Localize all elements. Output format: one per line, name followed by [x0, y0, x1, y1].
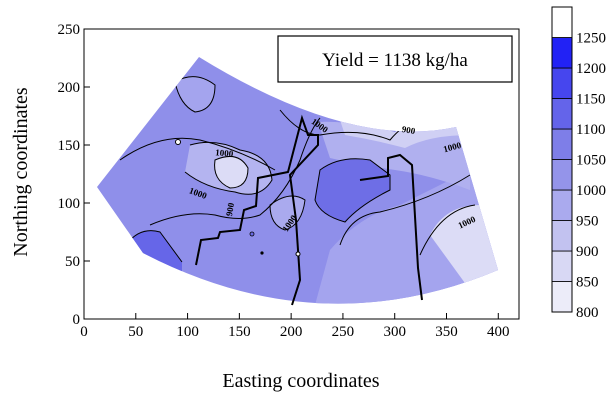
colorbar-frame: [551, 6, 573, 313]
colorbar-band-5: [551, 128, 573, 160]
y-tick-label-0: 0: [73, 312, 81, 328]
x-tick-label-4: 200: [280, 324, 303, 340]
colorbar: 800 850 900 950 1000 1050 1100 1150 1200 1250: [551, 6, 606, 321]
contour-line-1: [149, 117, 321, 226]
colorbar-label-6: 1100: [576, 122, 605, 138]
colorbar-label-2: 900: [576, 244, 599, 260]
colorbar-band-3: [551, 189, 573, 221]
sample-point-4: [249, 231, 255, 237]
contour-label-3: 1000: [442, 140, 462, 154]
x-axis-title: Easting coordinates: [222, 370, 379, 392]
colorbar-band-6: [551, 98, 573, 130]
y-tick-label-3: 150: [58, 138, 81, 154]
colorbar-label-8: 1200: [576, 61, 606, 77]
x-tick-label-5: 250: [332, 324, 355, 340]
contour-line-4: [419, 204, 476, 256]
colorbar-label-9: 1250: [576, 31, 606, 47]
colorbar-label-1: 850: [576, 275, 599, 291]
x-tick-label-2: 100: [176, 324, 199, 340]
x-tick-label-1: 50: [128, 324, 143, 340]
colorbar-band-9: [551, 6, 573, 38]
region-upper-left: [175, 76, 215, 112]
contour-label-2: 900: [401, 124, 417, 136]
colorbar-label-5: 1050: [576, 153, 606, 169]
contour-line-2: [119, 137, 276, 171]
colorbar-label-0: 800: [576, 305, 599, 321]
sample-point-3: [260, 251, 264, 255]
y-tick-label-1: 50: [65, 254, 80, 270]
y-tick-label-4: 200: [58, 80, 81, 96]
colorbar-label-7: 1150: [576, 92, 605, 108]
y-axis-title: Northing coordinates: [10, 87, 32, 257]
colorbar-band-2: [551, 220, 573, 252]
x-axis: 0 50 100 150 200 250 300 350 400: [80, 313, 510, 340]
y-tick-label-5: 250: [58, 22, 81, 38]
plot-frame: [83, 28, 520, 320]
yield-annotation-text: Yield = 1138 kg/ha: [322, 50, 468, 71]
contour-line-6: [184, 141, 273, 195]
region-left-lowest: [214, 156, 248, 188]
contour-line-3: [339, 174, 471, 246]
management-boundary: [195, 114, 423, 306]
colorbar-band-8: [551, 37, 573, 69]
x-tick-label-6: 300: [383, 324, 406, 340]
colorbar-band-7: [551, 67, 573, 99]
y-tick-label-2: 100: [58, 196, 81, 212]
contour-line-8: [174, 76, 216, 113]
contour-line-11: [269, 195, 306, 231]
colorbar-label-3: 950: [576, 214, 599, 230]
sample-point-1: [175, 139, 181, 145]
colorbar-band-0: [551, 281, 573, 313]
contour-label-4: 1000: [215, 147, 234, 159]
region-mid-high: [315, 158, 390, 222]
yield-annotation-box: [277, 35, 513, 83]
x-tick-label-3: 150: [228, 324, 251, 340]
x-tick-label-8: 400: [487, 324, 510, 340]
colorbar-label-4: 1000: [576, 183, 606, 199]
contour-line-9: [314, 158, 391, 223]
contour-field: [97, 57, 498, 306]
yield-annotation: Yield = 1138 kg/ha: [277, 35, 513, 83]
colorbar-band-4: [551, 159, 573, 191]
y-axis: 0 50 100 150 200 250: [58, 22, 90, 328]
x-tick-label-0: 0: [80, 324, 88, 340]
sample-point-2: [295, 251, 301, 257]
contour-label-6: 900: [224, 201, 236, 217]
colorbar-band-1: [551, 250, 573, 282]
contour-line-7: [214, 155, 249, 189]
x-tick-label-7: 350: [435, 324, 458, 340]
